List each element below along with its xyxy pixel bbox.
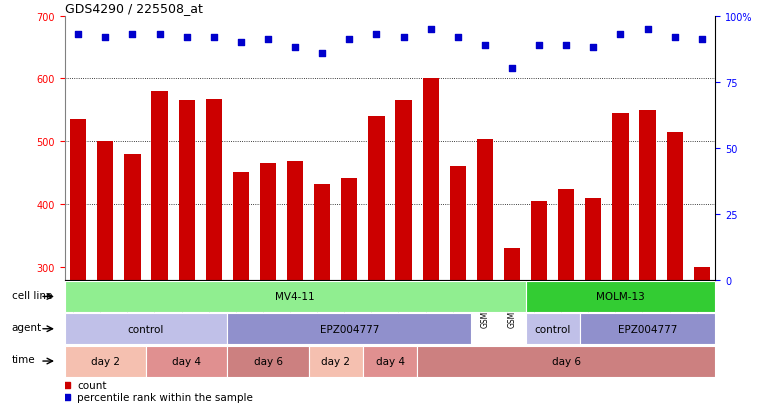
Bar [526,313,580,344]
Bar [558,189,575,280]
Point [180,34,193,41]
Text: MOLM-13: MOLM-13 [596,292,645,302]
Bar [151,92,167,280]
Bar [580,313,715,344]
Point [343,37,355,43]
Bar [396,101,412,280]
Point [208,34,220,41]
Bar [97,142,113,280]
Point [72,32,84,38]
Text: day 2: day 2 [321,356,350,366]
Bar [476,140,493,280]
Point [99,34,111,41]
Point [642,26,654,33]
Bar [70,120,86,280]
Point [669,34,681,41]
Bar [228,313,471,344]
Text: control: control [128,324,164,334]
Text: EPZ004777: EPZ004777 [320,324,379,334]
Bar [526,281,715,312]
Text: MV4-11: MV4-11 [275,292,315,302]
Point [533,42,545,49]
Point [154,32,166,38]
Text: day 4: day 4 [172,356,201,366]
Bar [146,346,228,377]
Bar [368,117,384,280]
Bar [504,249,521,280]
Point [506,66,518,73]
Text: day 2: day 2 [91,356,119,366]
Bar [417,346,715,377]
Bar [531,202,547,280]
Point [614,32,626,38]
Point [560,42,572,49]
Bar [228,346,309,377]
Point [371,32,383,38]
Bar [694,268,710,280]
Text: day 6: day 6 [253,356,282,366]
Bar [287,162,303,280]
Bar [65,281,526,312]
Point [126,32,139,38]
Text: count: count [78,380,107,390]
Point [262,37,274,43]
Point [316,50,328,57]
Point [452,34,464,41]
Point [587,45,600,52]
Bar [309,346,363,377]
Text: day 6: day 6 [552,356,581,366]
Point [479,42,491,49]
Bar [314,185,330,280]
Bar [205,100,222,280]
Bar [613,114,629,280]
Point [235,40,247,46]
Bar [341,178,358,280]
Text: percentile rank within the sample: percentile rank within the sample [78,392,253,402]
Text: agent: agent [11,323,42,332]
Bar [585,199,601,280]
Text: cell line: cell line [11,290,52,300]
Text: EPZ004777: EPZ004777 [618,324,677,334]
Bar [65,346,146,377]
Bar [179,101,195,280]
Text: time: time [11,355,35,365]
Bar [667,133,683,280]
Bar [422,79,439,280]
Text: control: control [534,324,571,334]
Text: GDS4290 / 225508_at: GDS4290 / 225508_at [65,2,202,15]
Point [696,37,708,43]
Bar [450,167,466,280]
Bar [124,154,141,280]
Point [425,26,437,33]
Text: day 4: day 4 [375,356,405,366]
Point [397,34,409,41]
Bar [233,172,249,280]
Bar [363,346,417,377]
Point [289,45,301,52]
Bar [65,313,228,344]
Bar [260,164,276,280]
Bar [639,111,656,280]
